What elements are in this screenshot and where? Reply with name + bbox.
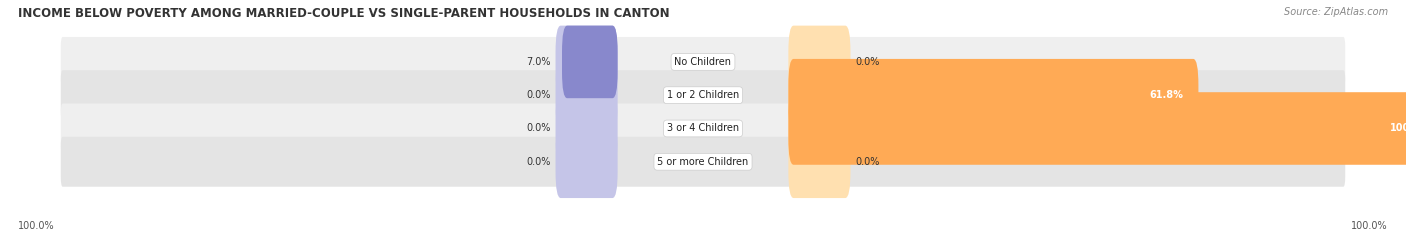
FancyBboxPatch shape [555, 59, 617, 131]
Text: 5 or more Children: 5 or more Children [658, 157, 748, 167]
FancyBboxPatch shape [555, 126, 617, 198]
FancyBboxPatch shape [60, 37, 1346, 87]
FancyBboxPatch shape [789, 126, 851, 198]
FancyBboxPatch shape [789, 92, 1406, 165]
Text: 100.0%: 100.0% [1391, 123, 1406, 134]
Text: 0.0%: 0.0% [855, 157, 879, 167]
Text: 3 or 4 Children: 3 or 4 Children [666, 123, 740, 134]
FancyBboxPatch shape [60, 137, 1346, 187]
FancyBboxPatch shape [562, 26, 617, 98]
Text: No Children: No Children [675, 57, 731, 67]
FancyBboxPatch shape [555, 26, 617, 98]
Text: 100.0%: 100.0% [18, 221, 55, 231]
Text: 0.0%: 0.0% [527, 90, 551, 100]
Text: 0.0%: 0.0% [527, 157, 551, 167]
Legend: Married Couples, Single Parents: Married Couples, Single Parents [605, 232, 801, 233]
Text: 0.0%: 0.0% [527, 123, 551, 134]
FancyBboxPatch shape [60, 70, 1346, 120]
Text: 1 or 2 Children: 1 or 2 Children [666, 90, 740, 100]
FancyBboxPatch shape [789, 59, 851, 131]
FancyBboxPatch shape [60, 103, 1346, 154]
FancyBboxPatch shape [789, 92, 851, 165]
FancyBboxPatch shape [555, 92, 617, 165]
Text: 7.0%: 7.0% [526, 57, 551, 67]
FancyBboxPatch shape [789, 26, 851, 98]
FancyBboxPatch shape [789, 59, 1198, 131]
Text: 100.0%: 100.0% [1351, 221, 1388, 231]
Text: INCOME BELOW POVERTY AMONG MARRIED-COUPLE VS SINGLE-PARENT HOUSEHOLDS IN CANTON: INCOME BELOW POVERTY AMONG MARRIED-COUPL… [18, 7, 669, 20]
Text: Source: ZipAtlas.com: Source: ZipAtlas.com [1284, 7, 1388, 17]
Text: 0.0%: 0.0% [855, 57, 879, 67]
Text: 61.8%: 61.8% [1150, 90, 1184, 100]
